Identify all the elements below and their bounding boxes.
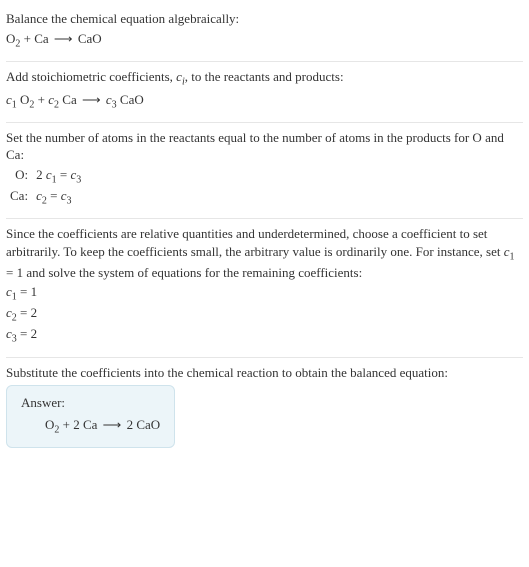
answer-box: Answer: O2 + 2 Ca ⟶ 2 CaO (6, 385, 175, 448)
section-solve: Since the coefficients are relative quan… (6, 219, 523, 356)
c1-sp: O (17, 92, 30, 107)
mid: + 2 Ca (59, 417, 100, 432)
rs: 3 (66, 196, 71, 207)
v: = 2 (17, 305, 37, 320)
arrow-icon: ⟶ (52, 31, 75, 46)
table-row: O: 2 c1 = c3 (6, 166, 85, 187)
section-substitute: Substitute the coefficients into the che… (6, 358, 523, 458)
lhs-o2: O (45, 417, 54, 432)
substitute-text: Substitute the coefficients into the che… (6, 364, 523, 382)
answer-label: Answer: (21, 394, 160, 416)
intro-text: Balance the chemical equation algebraica… (6, 10, 523, 28)
section-atom-equations: Set the number of atoms in the reactants… (6, 123, 523, 218)
atom-eq-o: 2 c1 = c3 (32, 166, 85, 187)
reactant-o2: O (6, 31, 15, 46)
coeff-text-a: Add stoichiometric coefficients, (6, 69, 176, 84)
arrow-icon: ⟶ (101, 417, 124, 432)
c2-sp: Ca (59, 92, 80, 107)
pre: 2 (36, 167, 46, 182)
table-row: Ca: c2 = c3 (6, 187, 85, 208)
coeff-equation: c1 O2 + c2 Ca ⟶ c3 CaO (6, 89, 523, 112)
section-balance-intro: Balance the chemical equation algebraica… (6, 4, 523, 61)
unbalanced-equation: O2 + Ca ⟶ CaO (6, 28, 523, 51)
atom-label-o: O: (6, 166, 32, 187)
c3-sp: CaO (117, 92, 144, 107)
atom-eq-ca: c2 = c3 (32, 187, 85, 208)
solve-text-b: and solve the system of equations for th… (23, 265, 362, 280)
balanced-equation: O2 + 2 Ca ⟶ 2 CaO (21, 416, 160, 437)
solve-text: Since the coefficients are relative quan… (6, 225, 523, 281)
plus1: + (34, 92, 48, 107)
section-add-coefficients: Add stoichiometric coefficients, ci, to … (6, 62, 523, 122)
solve-line-1: c1 = 1 (6, 281, 523, 304)
rhs: 2 CaO (123, 417, 160, 432)
product-cao: CaO (75, 31, 102, 46)
atom-text: Set the number of atoms in the reactants… (6, 129, 523, 164)
rs: 3 (76, 175, 81, 186)
coeff-text-b: , to the reactants and products: (185, 69, 344, 84)
atom-label-ca: Ca: (6, 187, 32, 208)
atom-table: O: 2 c1 = c3 Ca: c2 = c3 (6, 166, 85, 208)
solve-line-3: c3 = 2 (6, 325, 523, 346)
eq: = (57, 167, 71, 182)
solve-line-2: c2 = 2 (6, 304, 523, 325)
v: = 1 (17, 284, 37, 299)
c1-eq: = 1 (6, 265, 23, 280)
arrow-icon: ⟶ (80, 92, 103, 107)
coeff-text: Add stoichiometric coefficients, ci, to … (6, 68, 523, 89)
plus-ca: + Ca (20, 31, 52, 46)
solve-text-a: Since the coefficients are relative quan… (6, 226, 504, 259)
c1-s: 1 (510, 251, 515, 262)
v: = 2 (17, 326, 37, 341)
eq: = (47, 188, 61, 203)
